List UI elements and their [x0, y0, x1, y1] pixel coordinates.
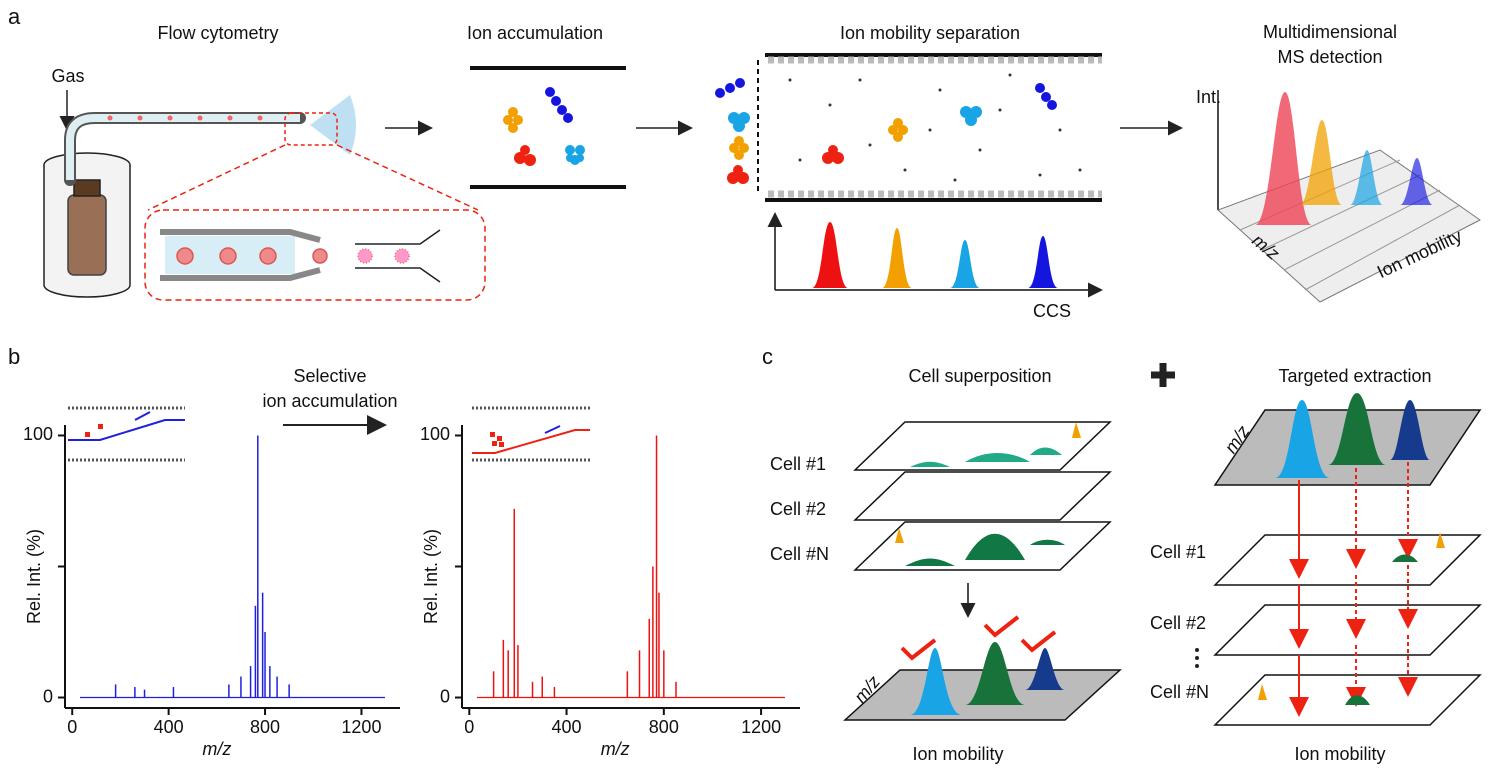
x-tick-label: 1200 [741, 717, 781, 737]
y-axis-label: Rel. Int. (%) [24, 529, 44, 624]
step-title: Ion mobility separation [840, 23, 1020, 43]
ms-3d [1217, 90, 1481, 303]
mobility-label: Ion mobility [912, 744, 1003, 764]
cell-label: Cell #2 [1150, 613, 1206, 633]
panel-label: c [762, 344, 773, 369]
x-tick-label: 800 [250, 717, 280, 737]
cell-label: Cell #1 [1150, 542, 1206, 562]
x-axis-label: m/z [601, 739, 630, 759]
x-axis-label: m/z [202, 739, 231, 759]
panel-title: Cell superposition [908, 366, 1051, 386]
panel-label: a [8, 4, 21, 29]
gas-label: Gas [51, 66, 84, 86]
mobility-label: Ion mobility [1294, 744, 1385, 764]
cell-label: Cell #2 [770, 499, 826, 519]
arrow-text: Selective [293, 366, 366, 386]
plus [1151, 363, 1175, 387]
step-title: Flow cytometry [157, 23, 278, 43]
ion-trap [470, 66, 693, 189]
cell-label: Cell #N [770, 544, 829, 564]
ims-tube [715, 53, 1183, 298]
targeted-planes [1195, 393, 1482, 726]
x-tick-label: 400 [154, 717, 184, 737]
x-tick-label: 800 [649, 717, 679, 737]
int-label: Int. [1196, 87, 1221, 107]
stacked-planes [843, 421, 1122, 721]
y-tick-label: 0 [43, 686, 53, 706]
arrow-text: ion accumulation [262, 391, 397, 411]
x-tick-label: 0 [67, 717, 77, 737]
flow-setup [43, 90, 486, 301]
panel-title: Targeted extraction [1278, 366, 1431, 386]
inset [68, 406, 590, 462]
y-tick-label: 100 [23, 424, 53, 444]
ccs-label: CCS [1033, 301, 1071, 321]
x-tick-label: 1200 [341, 717, 381, 737]
y-tick-label: 0 [440, 686, 450, 706]
cell-label: Cell #N [1150, 682, 1209, 702]
cell-label: Cell #1 [770, 454, 826, 474]
step-title: Ion accumulation [467, 23, 603, 43]
x-tick-label: 400 [552, 717, 582, 737]
step-title: Multidimensional [1263, 22, 1397, 42]
x-tick-label: 0 [464, 717, 474, 737]
y-tick-label: 100 [420, 424, 450, 444]
panel-label: b [8, 344, 20, 369]
step-title: MS detection [1277, 47, 1382, 67]
y-axis-label: Rel. Int. (%) [421, 529, 441, 624]
